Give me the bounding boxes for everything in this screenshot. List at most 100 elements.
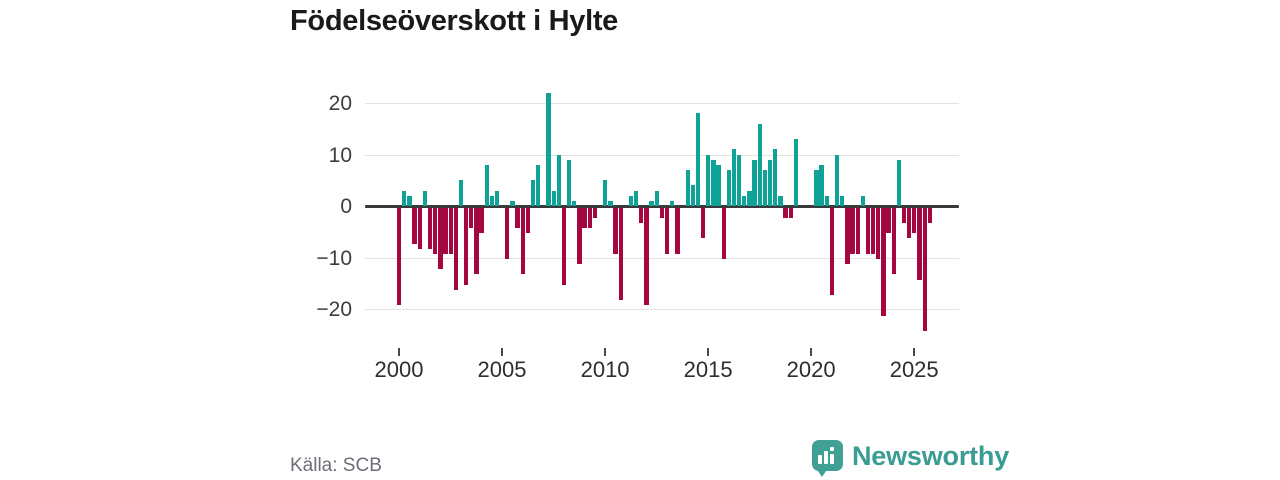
bar-positive [757,123,762,206]
gridline [365,154,959,156]
x-axis-tick-label: 2020 [786,357,836,382]
bar-positive [778,195,783,206]
bar-negative [613,207,618,254]
bar-negative [870,207,876,254]
x-axis-tick [604,348,607,356]
bar-positive [546,92,551,206]
y-axis-tick-label: 10 [328,143,352,167]
bar-negative [917,207,922,280]
x-axis-tick [707,348,710,356]
bar-positive [834,154,840,206]
newsworthy-wordmark: Newsworthy [852,441,1010,471]
bar-negative [438,207,443,270]
bar-negative [448,207,453,254]
bar-positive [603,180,608,206]
bar-positive [690,185,695,206]
bar-positive [633,190,639,206]
bar-negative [907,207,912,239]
y-axis-tick-label: 0 [340,195,352,218]
bar-positive [654,190,659,206]
x-axis-tick [501,348,504,356]
y-axis-tick-label: −20 [316,298,352,321]
bar-chart-speech-bubble-icon [812,440,843,471]
bar-negative [479,207,484,234]
bar-negative [788,207,793,218]
x-axis-zero-line [365,205,959,208]
bar-positive [742,195,747,206]
bar-positive [726,169,732,206]
bar-positive [737,154,742,206]
x-axis-tick [913,348,916,356]
bar-positive [530,180,536,206]
bar-negative [587,207,592,229]
x-axis-tick [810,348,813,356]
bar-positive [494,190,500,206]
bar-negative [927,207,932,223]
bar-negative [592,207,598,218]
y-axis-tick-label: 20 [328,92,352,115]
x-axis-tick-label: 2005 [477,357,527,382]
gridline [365,103,959,104]
bar-negative [515,207,520,229]
source-note: Källa: SCB [290,455,382,476]
bar-positive [716,164,721,206]
bar-negative [525,207,531,234]
bar-negative [850,207,855,254]
bar-negative [618,207,623,301]
bar-positive [536,164,541,206]
bar-negative [855,207,860,254]
bar-positive [695,113,701,206]
bar-negative [474,207,479,275]
gridline [365,309,959,310]
y-axis-tick-label: −10 [316,246,352,270]
bar-positive [762,169,768,206]
bar-positive [567,159,572,206]
bar-positive [510,200,515,206]
x-axis-tick-label: 2015 [683,357,733,382]
bar-positive [819,164,824,206]
bar-positive [489,195,495,206]
bar-positive [556,154,561,206]
bar-negative [829,207,835,296]
x-axis-tick-label: 2010 [580,357,630,382]
plot-area [365,85,959,341]
gridline [365,257,959,259]
bar-positive [407,195,412,206]
bar-negative [876,207,881,259]
bar-positive [767,159,773,206]
bar-positive [608,200,613,206]
bar-positive [685,169,690,206]
bar-positive [649,200,654,206]
bar-negative [891,207,896,275]
bar-positive [706,154,711,206]
x-axis-tick-label: 2000 [374,357,424,382]
bar-negative [469,207,474,229]
bar-negative [664,207,670,254]
bar-negative [582,207,587,229]
bar-negative [520,207,525,275]
bar-negative [397,207,402,306]
bar-negative [845,207,850,265]
bar-negative [412,207,417,244]
bar-negative [433,207,438,254]
bar-positive [711,159,716,206]
bar-negative [886,207,891,234]
bar-negative [453,207,458,290]
bar-positive [551,190,556,206]
bar-negative [912,207,917,234]
bar-positive [422,190,428,206]
bar-negative [675,207,680,254]
bar-positive [747,190,752,206]
bar-negative [901,207,907,223]
bar-negative [881,207,886,316]
bar-negative [922,207,927,332]
bar-positive [896,159,902,206]
speech-bubble-tail [816,468,828,477]
bar-positive [402,190,407,206]
bar-positive [773,149,778,206]
bar-positive [814,169,819,206]
bar-positive [628,195,634,206]
bar-negative [561,207,567,285]
chart-title: Födelseöverskott i Hylte [290,5,619,37]
bar-positive [824,195,829,206]
